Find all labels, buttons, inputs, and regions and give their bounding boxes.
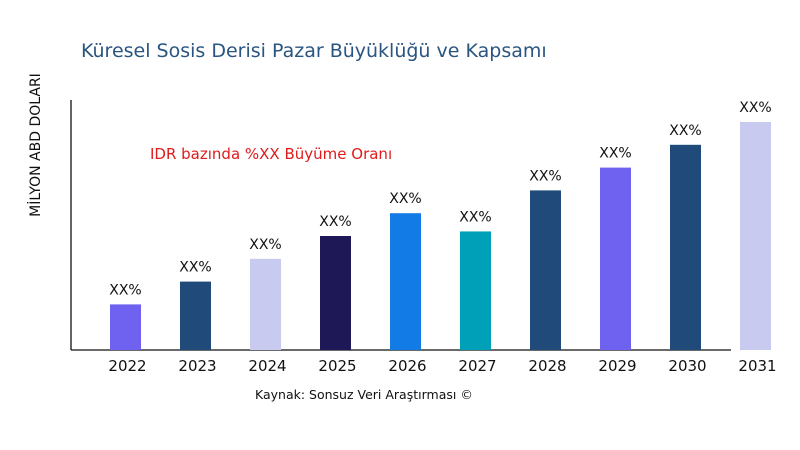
x-tick-2030: 2030 [668, 357, 706, 375]
bar-2026 [390, 213, 421, 350]
x-tick-2026: 2026 [388, 357, 426, 375]
bar-2025 [320, 236, 351, 350]
data-label-2026: XX% [389, 191, 421, 207]
x-tick-2029: 2029 [598, 357, 636, 375]
data-label-2025: XX% [319, 214, 351, 230]
bar-2031 [740, 122, 771, 350]
data-label-2029: XX% [599, 146, 631, 162]
bar-2023 [180, 281, 211, 350]
data-label-2031: XX% [739, 100, 771, 116]
data-label-2022: XX% [109, 282, 141, 298]
bar-2030 [670, 144, 701, 350]
bar-2024 [250, 258, 281, 350]
x-tick-2028: 2028 [528, 357, 566, 375]
bar-2028 [530, 190, 561, 350]
x-tick-2022: 2022 [108, 357, 146, 375]
x-tick-2025: 2025 [318, 357, 356, 375]
bar-2027 [460, 231, 491, 350]
x-tick-2023: 2023 [178, 357, 216, 375]
x-tick-2027: 2027 [458, 357, 496, 375]
bar-2022 [110, 304, 141, 350]
source-note: Kaynak: Sonsuz Veri Araştırması © [255, 387, 473, 402]
data-label-2030: XX% [669, 123, 701, 139]
data-label-2024: XX% [249, 237, 281, 253]
chart-title: Küresel Sosis Derisi Pazar Büyüklüğü ve … [81, 40, 547, 62]
bar-2029 [600, 167, 631, 350]
x-tick-2024: 2024 [248, 357, 286, 375]
growth-rate-annotation: IDR bazında %XX Büyüme Oranı [150, 145, 393, 163]
data-label-2027: XX% [459, 209, 491, 225]
data-label-2028: XX% [529, 168, 561, 184]
x-tick-2031: 2031 [738, 357, 776, 375]
data-label-2023: XX% [179, 260, 211, 276]
